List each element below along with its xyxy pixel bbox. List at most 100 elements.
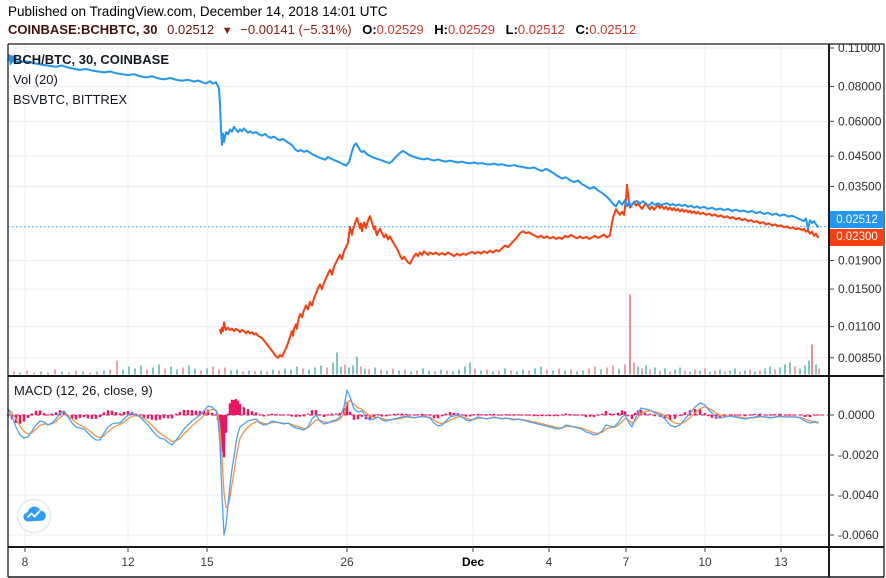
volume-bar (458, 369, 460, 375)
volume-bar (122, 369, 124, 375)
macd-histogram-bar (753, 413, 757, 416)
volume-bar (260, 370, 262, 375)
volume-bar (254, 371, 256, 375)
main-pane-legend: BCH/BTC, 30, COINBASE Vol (20) BSVBTC, B… (13, 50, 169, 110)
high-value: 0.02529 (448, 22, 496, 37)
tradingview-logo[interactable] (15, 497, 53, 535)
macd-histogram-bar (122, 411, 126, 415)
macd-histogram-bar (380, 415, 384, 417)
macd-histogram-bar (226, 413, 230, 415)
macd-histogram-bar (50, 413, 54, 415)
volume-bar (558, 368, 560, 375)
macd-axis-label: -0.0040 (838, 488, 879, 502)
macd-histogram-bar (206, 409, 210, 415)
volume-bar (764, 368, 766, 375)
volume-bar (374, 367, 376, 375)
volume-bar (290, 369, 292, 375)
macd-histogram-bar (396, 413, 400, 415)
high-label: H: (434, 22, 449, 37)
volume-bar (564, 370, 566, 375)
macd-histogram-bar (250, 411, 254, 415)
date-axis-label: 26 (340, 555, 354, 569)
volume-bar (218, 369, 220, 375)
macd-histogram-bar (254, 412, 258, 415)
volume-bar (474, 368, 476, 375)
volume-bar (200, 370, 202, 375)
volume-bar (206, 368, 208, 375)
volume-bar (320, 365, 322, 375)
volume-bar (296, 366, 298, 375)
macd-histogram-bar (556, 415, 560, 417)
volume-bar (152, 367, 154, 375)
macd-histogram-bar (552, 415, 556, 417)
macd-histogram-bar (18, 415, 22, 424)
price-axis-label: 0.08000 (838, 80, 882, 94)
macd-main-line (7, 389, 819, 536)
volume-bar (534, 368, 536, 375)
volume-bar (754, 371, 756, 375)
macd-histogram-bar (174, 413, 178, 415)
macd-histogram-bar (42, 413, 46, 415)
macd-histogram-bar (532, 415, 536, 417)
volume-bar (54, 369, 56, 375)
volume-bar (236, 369, 238, 375)
volume-bar (302, 368, 304, 375)
macd-histogram-bar (194, 410, 198, 415)
macd-histogram-bar (294, 415, 298, 417)
volume-bar (446, 370, 448, 375)
macd-histogram-bar (242, 407, 246, 415)
volume-bar (669, 371, 671, 375)
macd-histogram-bar (643, 412, 647, 415)
volume-bar (182, 367, 184, 375)
macd-histogram-bar (424, 414, 428, 416)
volume-bar (528, 370, 530, 375)
macd-histogram-bar (592, 415, 596, 418)
macd-histogram-bar (30, 413, 34, 415)
volume-bar (26, 370, 28, 375)
macd-histogram-bar (633, 412, 637, 415)
volume-bar (266, 371, 268, 375)
macd-histogram-bar (102, 412, 106, 415)
macd-histogram-bar (190, 410, 194, 415)
macd-histogram-bar (468, 415, 472, 417)
volume-bar (464, 366, 466, 375)
volume-bar (522, 369, 524, 375)
volume-bar (645, 365, 647, 375)
macd-histogram-bar (778, 413, 782, 415)
price-axis-label: 0.04500 (838, 149, 882, 163)
volume-bar (61, 371, 63, 375)
macd-histogram-bar (703, 413, 707, 415)
volume-bar (33, 372, 35, 375)
volume-bar (89, 372, 91, 375)
volume-bar (386, 370, 388, 375)
volume-bar (629, 294, 631, 375)
tradingview-cloud-icon (16, 498, 52, 534)
macd-histogram-bar (476, 413, 480, 415)
volume-bar (633, 362, 635, 375)
volume-bar (434, 371, 436, 375)
macd-histogram-bar (314, 410, 318, 415)
volume-bar (818, 368, 820, 375)
macd-histogram-bar (718, 415, 722, 418)
macd-histogram-bar (758, 413, 762, 415)
macd-histogram-bar (46, 414, 50, 416)
volume-bar (734, 368, 736, 375)
macd-histogram-bar (572, 414, 576, 416)
macd-histogram-bar (310, 410, 314, 415)
volume-bar (326, 367, 328, 375)
volume-bar (618, 368, 620, 375)
macd-histogram-bar (768, 414, 772, 416)
macd-histogram-bar (202, 410, 206, 415)
volume-bar (552, 370, 554, 375)
macd-histogram-bar (114, 412, 118, 415)
macd-histogram-bar (166, 415, 170, 419)
macd-histogram-bar (78, 415, 82, 418)
volume-bar (314, 367, 316, 375)
macd-histogram-bar (460, 414, 464, 416)
macd-histogram-bar (146, 415, 150, 419)
volume-bar (224, 367, 226, 375)
macd-histogram-bar (158, 415, 162, 420)
volume-bar (340, 366, 342, 375)
volume-bar (364, 368, 366, 375)
